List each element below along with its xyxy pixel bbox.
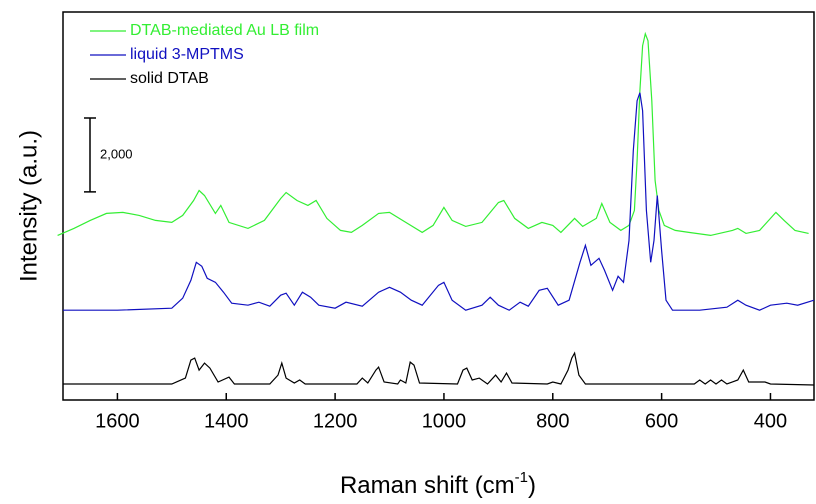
x-axis-title-main: Raman shift (cm: [340, 472, 515, 499]
x-tick-label: 1600: [95, 410, 140, 432]
series-line: [63, 351, 815, 386]
legend-label: liquid 3-MPTMS: [130, 46, 244, 63]
scale-bar-label: 2,000: [100, 146, 133, 161]
x-axis-title-sup: -1: [515, 469, 528, 486]
y-axis-title: Intensity (a.u.): [15, 130, 42, 282]
x-axis-title-end: ): [528, 472, 536, 499]
legend-label: solid DTAB: [130, 70, 209, 87]
x-tick-label: 800: [536, 410, 569, 432]
x-tick-label: 1200: [313, 410, 358, 432]
x-tick-label: 600: [645, 410, 678, 432]
plot-frame: [62, 11, 815, 401]
series-line: [63, 92, 815, 311]
scale-bar: [84, 117, 96, 193]
legend-label: DTAB-mediated Au LB film: [130, 22, 319, 39]
x-tick-label: 400: [754, 410, 787, 432]
x-tick-label: 1000: [422, 410, 467, 432]
series-line: [57, 31, 809, 237]
x-axis-title: Raman shift (cm-1): [340, 469, 536, 499]
x-tick-label: 1400: [204, 410, 249, 432]
